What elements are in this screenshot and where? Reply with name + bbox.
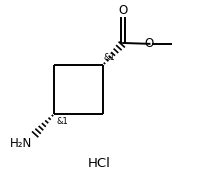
Text: &1: &1 xyxy=(56,118,68,126)
Text: O: O xyxy=(119,4,128,17)
Text: O: O xyxy=(145,37,154,50)
Text: H₂N: H₂N xyxy=(10,137,32,150)
Text: HCl: HCl xyxy=(88,157,111,170)
Text: &1: &1 xyxy=(104,53,116,62)
